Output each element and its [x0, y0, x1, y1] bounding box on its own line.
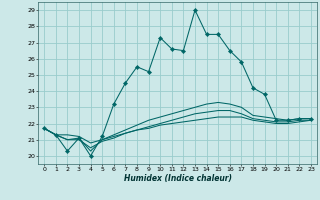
- X-axis label: Humidex (Indice chaleur): Humidex (Indice chaleur): [124, 174, 232, 183]
